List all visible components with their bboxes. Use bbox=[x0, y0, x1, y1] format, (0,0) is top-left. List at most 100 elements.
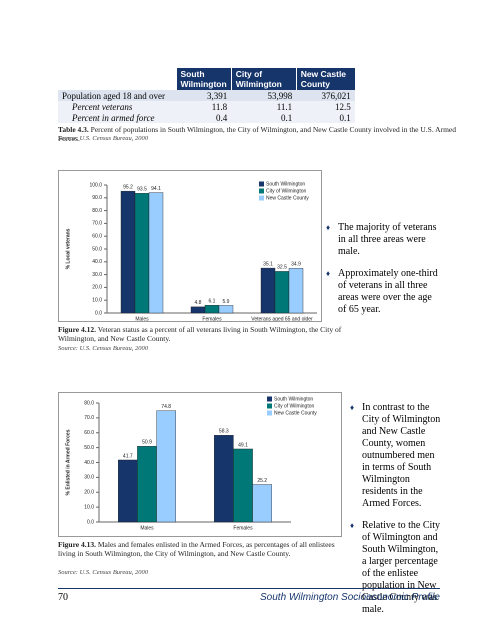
y-tick-label: 100.0 bbox=[89, 182, 102, 188]
bar bbox=[252, 484, 273, 523]
legend-label: City of Wilmington bbox=[274, 403, 315, 409]
x-tick-label: Females bbox=[233, 525, 253, 531]
caption-text: Percent of populations in South Wilmingt… bbox=[58, 125, 456, 143]
bullet: Relative to the City of Wilmington and S… bbox=[350, 520, 442, 616]
bar bbox=[213, 435, 234, 523]
y-tick-label: 10.0 bbox=[84, 504, 94, 510]
y-axis-label: % Local veterans bbox=[65, 228, 71, 269]
cell: 376,021 bbox=[296, 90, 355, 101]
legend-swatch bbox=[267, 396, 272, 402]
y-tick-label: 10.0 bbox=[92, 298, 102, 304]
footer-rule bbox=[58, 588, 440, 589]
y-tick-label: 50.0 bbox=[84, 445, 94, 451]
bar bbox=[118, 459, 138, 523]
row-label: Percent in armed force bbox=[58, 112, 176, 123]
bullet-list: The majority of veterans in all three ar… bbox=[326, 222, 441, 326]
row-label: Percent veterans bbox=[58, 101, 176, 112]
y-tick-label: 30.0 bbox=[84, 475, 94, 481]
value-label: 50.9 bbox=[142, 440, 152, 446]
y-tick-label: 60.0 bbox=[92, 234, 102, 240]
bar bbox=[218, 305, 234, 314]
value-label: 5.9 bbox=[223, 299, 230, 305]
chart: 0.0 10.0 20.0 30.0 40.0 50.0 60.0 70.0 80.0 % Enl… bbox=[58, 392, 342, 537]
value-label: 32.5 bbox=[277, 265, 287, 271]
cell: 0.1 bbox=[296, 112, 355, 123]
data-table: South Wilmington City of Wilmington New … bbox=[58, 68, 355, 123]
column-header: South Wilmington bbox=[175, 68, 232, 90]
y-tick-label: 70.0 bbox=[92, 221, 102, 227]
footer-title: South Wilmington Socioeconomic Profile bbox=[260, 592, 440, 603]
bullet: Approximately one-third of veterans in a… bbox=[326, 268, 441, 316]
y-axis-label: % Enlisted in Armed Forces bbox=[65, 429, 71, 495]
bar bbox=[148, 192, 164, 314]
legend-swatch bbox=[259, 195, 264, 201]
cell: 0.1 bbox=[231, 112, 297, 123]
bar bbox=[260, 267, 276, 314]
table-caption: Table 4.3. Percent of populations in Sou… bbox=[58, 125, 458, 143]
y-tick-label: 70.0 bbox=[84, 415, 94, 421]
value-label: 58.3 bbox=[219, 429, 229, 435]
y-tick-label: 0.0 bbox=[95, 310, 102, 316]
column-header: New Castle County bbox=[295, 68, 355, 90]
bullet: In contrast to the City of Wilmington an… bbox=[350, 402, 442, 510]
caption-text: Males and females enlisted in the Armed … bbox=[58, 540, 335, 558]
y-tick-label: 50.0 bbox=[92, 246, 102, 252]
caption-text: Veteran status as a percent of all veter… bbox=[58, 325, 342, 343]
y-tick-label: 30.0 bbox=[92, 272, 102, 278]
x-tick-label: Males bbox=[140, 525, 154, 531]
caption-label: Figure 4.13. bbox=[58, 540, 96, 549]
column-header: City of Wilmington bbox=[230, 68, 297, 90]
legend-label: City of Wilmington bbox=[266, 188, 307, 194]
bar bbox=[120, 190, 136, 314]
y-tick-label: 80.0 bbox=[84, 400, 94, 406]
y-tick-label: 80.0 bbox=[92, 208, 102, 214]
figure-source: Source: U.S. Census Bureau, 2000 bbox=[58, 345, 148, 352]
bar bbox=[274, 271, 290, 314]
x-tick-label: Males bbox=[135, 316, 149, 322]
cell: 3,391 bbox=[176, 90, 232, 101]
value-label: 74.8 bbox=[161, 404, 171, 410]
y-tick-label: 20.0 bbox=[84, 490, 94, 496]
bar bbox=[233, 448, 253, 523]
bullet-list: In contrast to the City of Wilmington an… bbox=[350, 402, 442, 626]
bullet: The majority of veterans in all three ar… bbox=[326, 222, 441, 258]
y-tick-label: 40.0 bbox=[92, 259, 102, 265]
figure-caption: Figure 4.13. Males and females enlisted … bbox=[58, 540, 343, 558]
y-tick-label: 60.0 bbox=[84, 430, 94, 436]
table-source: Source: U.S. Census Bureau, 2000 bbox=[58, 135, 148, 142]
legend-label: South Wilmington bbox=[274, 396, 313, 402]
bar bbox=[156, 410, 176, 523]
value-label: 25.2 bbox=[257, 478, 267, 484]
bar bbox=[137, 446, 157, 523]
value-label: 93.5 bbox=[137, 187, 147, 193]
row-label: Population aged 18 and over bbox=[58, 90, 176, 101]
y-tick-label: 20.0 bbox=[92, 285, 102, 291]
page-number: 70 bbox=[58, 592, 68, 603]
value-label: 4.8 bbox=[195, 300, 202, 306]
x-tick-label: Females bbox=[202, 316, 222, 322]
x-tick-label: Veterans aged 65 and older bbox=[251, 316, 313, 322]
bar bbox=[288, 268, 304, 314]
value-label: 41.7 bbox=[123, 453, 133, 459]
value-label: 6.1 bbox=[209, 299, 216, 305]
legend-swatch bbox=[267, 403, 272, 409]
cell: 11.1 bbox=[231, 101, 297, 112]
cell: 11.8 bbox=[176, 101, 232, 112]
value-label: 95.2 bbox=[123, 184, 133, 190]
figure-caption: Figure 4.12. Veteran status as a percent… bbox=[58, 325, 348, 343]
bar bbox=[134, 193, 150, 314]
figure-source: Source: U.S. Census Bureau, 2000 bbox=[58, 569, 148, 576]
legend-label: New Castle County bbox=[274, 410, 317, 416]
legend-label: New Castle County bbox=[266, 195, 309, 201]
cell: 12.5 bbox=[296, 101, 355, 112]
bar bbox=[204, 304, 220, 314]
value-label: 34.9 bbox=[291, 262, 301, 268]
y-tick-label: 0.0 bbox=[87, 519, 94, 525]
legend-swatch bbox=[259, 181, 264, 187]
legend-label: South Wilmington bbox=[266, 181, 305, 187]
legend-swatch bbox=[259, 188, 264, 194]
caption-label: Table 4.3. bbox=[58, 125, 89, 134]
bar bbox=[190, 306, 206, 314]
value-label: 49.1 bbox=[238, 442, 248, 448]
